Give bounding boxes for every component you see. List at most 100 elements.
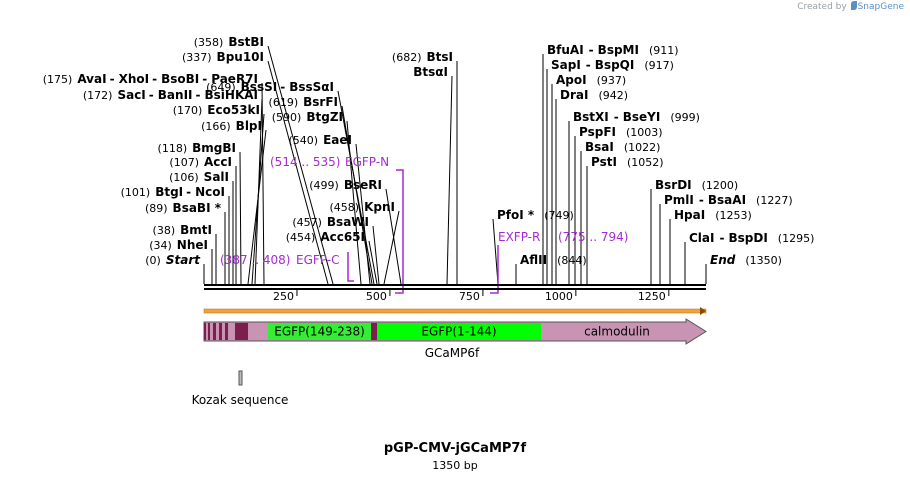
site-start-label: Start [166,253,201,267]
site-bseri-coord: (499) [309,179,339,192]
primer-egfp-n-marker [395,169,404,294]
site-pmli-bsaai-label: PmlI [664,193,694,207]
site-eco53ki-coord: (170) [173,104,203,117]
site-clai-bspdi-label: BspDI [728,231,767,245]
site-bsssi-bsss-i-separator: - [280,80,285,94]
site-bpu10i-label: Bpu10I [217,50,264,64]
site-saci-banii-bsihkai-label: SacI [117,88,145,102]
site-avai-xhoi-bsobi-paer7i-separator: - [202,72,207,86]
site-clai-bspdi-coord: (1295) [778,232,815,245]
site-hpai-label: HpaI [674,208,705,222]
ruler-label-1000: 1000 [545,290,573,303]
site-avai-xhoi-bsobi-paer7i-separator: - [152,72,157,86]
site-bsrdi-coord: (1200) [702,179,739,192]
site-btgzi-leader [346,120,362,285]
site-bmgbi-leader [239,151,242,285]
site-acci-label: AccI [204,155,232,169]
primer-egfp-c-name: EGFP-C [296,253,339,267]
site-bsssi-bsss-i-label: BssSI [241,80,278,94]
site-bfuai-bspmi-separator: - [589,43,594,57]
site-bsrfi-label: BsrFI [303,95,338,109]
site-avai-xhoi-bsobi-paer7i-label: BsoBI [161,72,199,86]
feature-linker-stripe [204,323,206,340]
site-bstxi-bseyi-label: BstXI [573,110,609,124]
site-nhei-coord: (34) [149,239,172,252]
primer-exfp-r-range: (775 .. 794) [558,230,628,244]
site-kpni-label: KpnI [364,200,395,214]
site-bsssi-bsss-i-label: BssSαI [289,80,334,94]
site-pfoi-coord: (749) [544,209,574,222]
site-apoi-label: ApoI [556,73,587,87]
site-btgi-ncoi-label: BtgI [155,185,183,199]
primer-egfp-n-range: (514 .. 535) [270,155,340,169]
site-nhei-label: NheI [177,238,208,252]
site-end-label: End [710,253,736,267]
site-saci-banii-bsihkai-label: BsiHKAI [205,88,259,102]
site-bpu10i-leader [267,60,329,285]
site-blpi-coord: (166) [201,120,231,133]
feature-linker-stripe [208,323,210,340]
site-sapi-bspqi-label: BspQI [595,58,635,72]
site-hpai-coord: (1253) [715,209,752,222]
site-eco53ki-label: Eco53kI [207,103,260,117]
primer-exfp-r-name: EXFP-R [498,230,540,244]
site-acc65i-coord: (454) [286,231,316,244]
site-drai-coord: (942) [598,89,628,102]
site-sapi-bspqi-separator: - [586,58,591,72]
site-psti-label: PstI [591,155,617,169]
primer-exfp-r-marker [490,245,499,294]
site-btgi-ncoi-coord: (101) [121,186,151,199]
site-bmgbi-coord: (118) [158,142,188,155]
site-avai-xhoi-bsobi-paer7i-label: XhoI [119,72,150,86]
feature-linker-mid [371,323,377,340]
ruler-label-1250: 1250 [638,290,666,303]
site-btgi-ncoi-separator: - [186,185,191,199]
site-sapi-bspqi-coord: (917) [644,59,674,72]
backbone-bottom-strand [204,288,706,290]
feature-kozak-box [238,370,243,386]
site-bsrfi-coord: (619) [269,96,299,109]
ruler-label-750: 750 [459,290,480,303]
site-bsssi-bsss-i-coord: (649) [206,81,236,94]
site-bsawi-coord: (457) [292,216,322,229]
site-bmgbi-label: BmgBI [192,141,236,155]
site-bsabi-coord: (89) [145,202,168,215]
site-btgzi-coord: (590) [272,111,302,124]
snapgene-credit[interactable]: Created by SnapGene [797,1,904,12]
site-avai-xhoi-bsobi-paer7i-label: PaeR7I [211,72,258,86]
feature-linker-stripe [213,323,216,340]
site-pmli-bsaai-coord: (1227) [756,194,793,207]
site-pfoi-label: PfoI * [497,208,535,222]
site-eaei-coord: (540) [289,134,319,147]
site-avai-xhoi-bsobi-paer7i-separator: - [110,72,115,86]
site-acci-coord: (107) [169,156,199,169]
site-bseri-label: BseRI [344,178,382,192]
site-bstbi-coord: (358) [194,36,224,49]
site-btsi-label: BtsI [427,50,454,64]
plasmid-length: 1350 bp [432,459,478,472]
site-btsi-coord: (682) [392,51,422,64]
site-end-coord: (1350) [745,254,782,267]
site-saci-banii-bsihkai-separator: - [149,88,154,102]
site-blpi-label: BlpI [236,119,262,133]
site-bfuai-bspmi-coord: (911) [649,44,679,57]
credit-prefix: Created by [797,2,847,12]
primer-egfp-c-range: (387 .. 408) [220,253,290,267]
site-psti-coord: (1052) [627,156,664,169]
site-btgi-ncoi-label: NcoI [195,185,225,199]
site-eaei-leader [355,143,371,285]
orf-arrowhead [700,307,706,315]
primer-egfp-c-marker [347,252,354,282]
site-clai-bspdi-separator: - [719,231,724,245]
site-start-coord: (0) [145,254,161,267]
site-acc65i-leader [368,240,378,285]
snapgene-logo-icon [850,1,857,10]
site-pspfi-label: PspFI [579,125,616,139]
feature-calmodulin-label: calmodulin [584,325,650,339]
site-avai-xhoi-bsobi-paer7i-coord: (175) [43,73,73,86]
site-kpni-leader [383,210,400,285]
site-pmli-bsaai-separator: - [699,193,704,207]
orf-bar [203,308,707,314]
feature-linker-stripe [219,323,222,340]
